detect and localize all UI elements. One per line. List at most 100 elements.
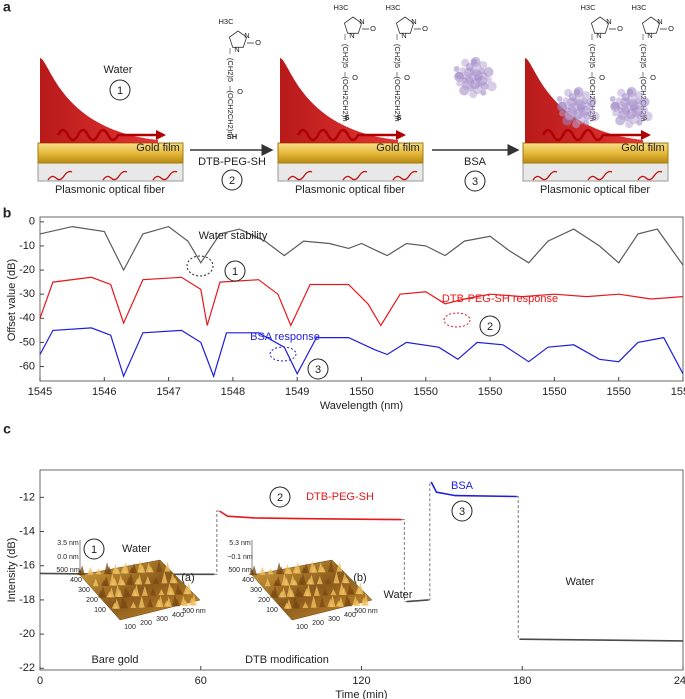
y-tick-label: -60 [19, 360, 35, 372]
label: O [404, 73, 410, 82]
step-number: 1 [117, 85, 123, 97]
inset-axis-label: 300 [156, 616, 168, 623]
step-circle [451, 500, 473, 522]
afm-peak [297, 590, 304, 597]
afm-peak [330, 589, 337, 596]
protein-blob [574, 88, 581, 95]
inset-axis-label: 100 [266, 607, 278, 614]
label: N [606, 17, 611, 26]
transition-connector [516, 495, 520, 640]
imidazolone-ring [228, 30, 248, 48]
afm-peak [285, 598, 292, 609]
afm-peak [343, 577, 350, 584]
annotation: DTB-PEG-SH response [442, 293, 558, 305]
afm-peak [319, 597, 326, 608]
chem-bg [392, 40, 402, 72]
label: H3C [385, 3, 401, 12]
label: Plasmonic optical fiber [55, 184, 165, 196]
afm-peak [133, 584, 140, 597]
label: S [396, 113, 401, 122]
afm-peak [171, 577, 178, 584]
label: O [352, 73, 358, 82]
light-ray [342, 170, 368, 181]
light-ray [587, 170, 613, 181]
inset-axis-label: 100 [94, 607, 106, 614]
afm-peak [147, 566, 154, 573]
protein-blob [631, 109, 640, 118]
inset-tag: (b) [353, 572, 366, 584]
afm-peak [141, 585, 148, 596]
evanescent-field [40, 58, 158, 143]
protein-blob [486, 81, 497, 92]
label: O [255, 38, 261, 47]
protein-blob [568, 93, 577, 101]
label: N [244, 31, 249, 40]
transition-connector [214, 510, 220, 575]
inset-label: 5.3 nm [229, 540, 251, 547]
afm-peak [328, 560, 335, 572]
chem-label: (CH2)5 [639, 44, 648, 68]
afm-peak [275, 576, 282, 586]
transition-connector [401, 519, 408, 603]
data-line [406, 599, 429, 603]
protein-blob [635, 91, 644, 100]
afm-peak [325, 577, 332, 584]
label: N [596, 31, 601, 40]
afm-peak [95, 568, 102, 575]
protein-blob [485, 76, 492, 83]
data-line [39, 225, 684, 272]
inset-axis-label: 200 [86, 597, 98, 604]
afm-peak [185, 582, 192, 595]
afm-peak [116, 589, 123, 597]
label: O [650, 73, 656, 82]
chem-bg [340, 40, 350, 72]
label: H3C [218, 17, 234, 26]
protein-blob [627, 92, 638, 103]
afm-peak [291, 579, 298, 586]
x-tick-label: 1550 [671, 386, 685, 398]
protein-blob [461, 80, 472, 91]
label: Water [104, 64, 133, 76]
protein-blob [480, 89, 487, 96]
protein-blob [475, 72, 481, 79]
inset-axis-label: 300 [328, 616, 340, 623]
protein-blob [583, 119, 590, 126]
chem-label: (CH2)5 [588, 44, 597, 68]
step-circle [83, 538, 105, 560]
protein-blob [588, 106, 595, 113]
x-tick-label: 1545 [28, 386, 52, 398]
label: S [344, 113, 349, 122]
light-ray [287, 170, 313, 181]
afm-peak [294, 600, 301, 609]
inset-axis-label: 400 [344, 612, 356, 619]
afm-peak [300, 572, 307, 585]
afm-peak [190, 593, 197, 606]
label: DTB-PEG-SH [198, 156, 266, 168]
chem-bg [340, 77, 350, 121]
label: O [668, 24, 674, 33]
afm-peak [139, 564, 146, 573]
y-tick-label: -16 [19, 560, 35, 572]
protein-blob [479, 61, 488, 70]
afm-peak [322, 587, 329, 596]
protein-blob [453, 66, 460, 72]
afm-peak [157, 595, 164, 608]
imidazolone-ring [641, 16, 661, 34]
protein-blob [557, 101, 568, 112]
highlight-circle [269, 346, 297, 362]
imidazolone-ring [395, 16, 415, 34]
y-tick-label: -40 [19, 312, 35, 324]
light-ray [637, 170, 663, 181]
y-tick-label: -20 [19, 628, 35, 640]
protein-blob [612, 110, 619, 117]
plot-frame [39, 216, 684, 382]
inset-axis-label: 100 [124, 624, 136, 631]
afm-peak [79, 565, 86, 576]
protein-blob [578, 109, 587, 118]
afm-peak [150, 587, 157, 596]
x-tick-label: 180 [513, 675, 531, 687]
inset-axis-label: 500 nm [354, 608, 378, 615]
label: N [647, 31, 652, 40]
label: N [234, 45, 239, 54]
x-tick-label: 1547 [156, 386, 180, 398]
